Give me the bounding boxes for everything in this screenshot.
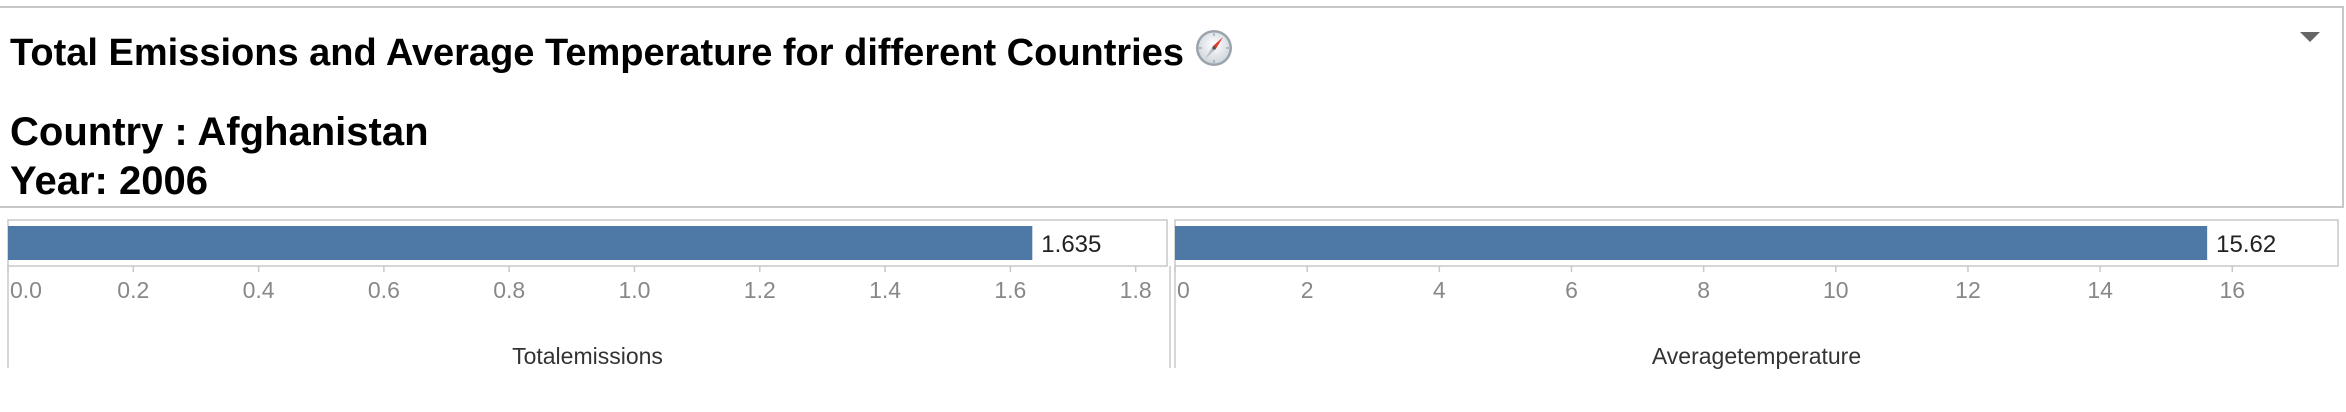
tick-label: 4: [1433, 277, 1446, 303]
tick-label: 1.4: [869, 277, 901, 303]
bar[interactable]: [8, 226, 1033, 260]
tick-label: 6: [1565, 277, 1578, 303]
tick-label: 0.6: [368, 277, 400, 303]
tick-label: 0.4: [243, 277, 275, 303]
tick-label: 1.8: [1120, 277, 1152, 303]
tick-label: 1.2: [744, 277, 776, 303]
year-label: Year: 2006: [10, 159, 208, 203]
compass-icon[interactable]: [1194, 28, 1234, 78]
temperature-chart: 15.62 0 2 4 6 8 10 12 14 16 Averagetemperature: [1174, 219, 2339, 369]
chevron-down-icon[interactable]: [2300, 32, 2320, 42]
tick-label: 1.6: [994, 277, 1026, 303]
tick-label: 10: [1823, 277, 1849, 303]
tick-label: 8: [1697, 277, 1710, 303]
tick-label: 2: [1301, 277, 1314, 303]
axis-title: Averagetemperature: [1652, 343, 1861, 369]
country-label: Country : Afghanistan: [10, 110, 429, 154]
tick-label: 16: [2219, 277, 2245, 303]
data-label: 15.62: [2216, 231, 2276, 258]
emissions-chart: 1.635 0.0 0.2 0.4 0.6 0.8 1.0 1.2 1.4 1.6 1.8 Total…: [7, 219, 1171, 369]
axis-title: Totalemissions: [512, 343, 663, 369]
page-title: Total Emissions and Average Temperature …: [10, 28, 1234, 78]
tick-label: 0: [1177, 277, 1190, 303]
tick-label: 12: [1955, 277, 1981, 303]
data-label: 1.635: [1041, 231, 1101, 258]
dashboard-header: Total Emissions and Average Temperature …: [0, 6, 2344, 208]
tick-label: 0.8: [493, 277, 525, 303]
page-title-text: Total Emissions and Average Temperature …: [10, 31, 1185, 74]
charts-area: 1.635 0.0 0.2 0.4 0.6 0.8 1.0 1.2 1.4 1.6 1.8 Total…: [7, 219, 2339, 369]
tick-label: 1.0: [618, 277, 650, 303]
bar[interactable]: [1175, 226, 2208, 260]
tick-label: 14: [2087, 277, 2113, 303]
tick-label: 0.2: [117, 277, 149, 303]
tick-label: 0.0: [10, 277, 42, 303]
